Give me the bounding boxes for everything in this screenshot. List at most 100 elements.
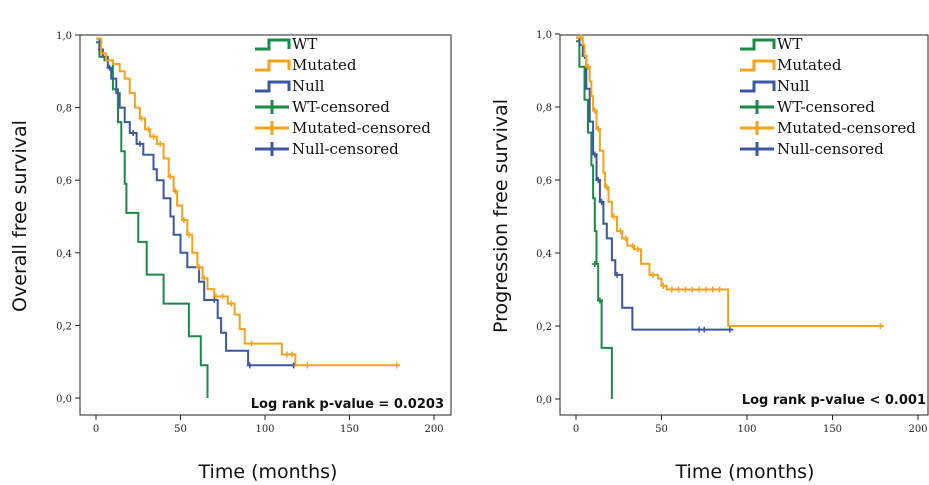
legend-item: WT — [255, 35, 317, 53]
y-tick-label: 0,0 — [56, 394, 72, 405]
legend-swatch-wt — [740, 38, 776, 51]
y-tick-label: 0,8 — [536, 103, 552, 114]
censor-mark-mutated — [595, 125, 602, 132]
censor-mark-mutated — [196, 264, 203, 271]
censor-mark-mutated — [584, 63, 591, 70]
y-axis-title: Overall free survival — [9, 120, 31, 312]
censor-mark-mutated — [617, 228, 624, 235]
y-tick-label: 0,4 — [536, 249, 552, 260]
censor-mark-null — [696, 326, 703, 333]
censor-mark-mutated — [610, 213, 617, 220]
legend-swatch-mutated-censored — [740, 121, 774, 135]
censor-mark-mutated — [696, 286, 703, 293]
series-line-null — [576, 36, 734, 331]
series-line-wt — [96, 41, 209, 398]
legend-item: Null — [255, 77, 325, 95]
log-rank-annotation: Log rank p-value < 0.001 — [742, 393, 926, 408]
y-axis-title: Progression free survival — [490, 99, 512, 333]
censor-mark-mutated — [622, 235, 629, 242]
censor-mark-mutated — [649, 271, 656, 278]
legend-item: WT — [740, 35, 802, 53]
legend-label: WT — [292, 35, 317, 53]
progression-free-survival-chart: Time (months) Progression free survival … — [490, 30, 929, 483]
x-tick-label: 50 — [174, 424, 187, 435]
censor-mark-mutated — [682, 286, 689, 293]
log-rank-annotation: Log rank p-value = 0.0203 — [251, 397, 444, 412]
series-line-mutated — [96, 37, 401, 367]
plot-frame — [559, 34, 929, 416]
censor-mark-mutated — [591, 107, 598, 114]
legend-swatch-null — [255, 80, 291, 93]
censor-mark-mutated — [289, 351, 296, 358]
censor-mark-mutated — [228, 300, 235, 307]
censor-mark-mutated — [709, 286, 716, 293]
legend-label: WT — [777, 35, 802, 53]
censor-mark-mutated — [157, 140, 164, 147]
x-tick-label: 50 — [655, 424, 668, 435]
censor-mark-mutated — [167, 173, 174, 180]
legend-label: Null — [292, 77, 325, 95]
legend-swatch-mutated-censored — [255, 121, 289, 135]
censor-mark-mutated — [702, 286, 709, 293]
censor-mark-mutated — [172, 188, 179, 195]
x-tick-label: 150 — [340, 424, 359, 435]
censor-mark-mutated — [603, 184, 610, 191]
censor-mark-mutated — [185, 231, 192, 238]
legend-swatch-wt-censored — [255, 100, 289, 114]
legend-swatch-mutated — [255, 59, 291, 72]
y-tick-label: 0,2 — [56, 321, 72, 332]
censor-mark-mutated — [219, 293, 226, 300]
censor-mark-mutated — [180, 217, 187, 224]
x-axis-title: Time (months) — [675, 461, 815, 483]
censor-mark-mutated — [660, 282, 667, 289]
y-tick-label: 0,2 — [536, 322, 552, 333]
legend-label: Null — [777, 77, 810, 95]
x-tick-label: 100 — [255, 424, 274, 435]
legend-item: Null-censored — [255, 140, 399, 158]
censor-mark-mutated — [283, 351, 290, 358]
censor-mark-null — [130, 130, 137, 137]
y-tick-label: 0,6 — [56, 176, 72, 187]
censor-mark-mutated — [689, 286, 696, 293]
series-line-wt — [576, 40, 613, 399]
overall-survival-chart: Time (months) Overall free survival Log … — [9, 31, 452, 483]
legend-swatch-wt-censored — [740, 100, 774, 114]
y-tick-label: 0,0 — [536, 395, 552, 406]
x-tick-label: 0 — [93, 424, 99, 435]
censor-mark-mutated — [201, 275, 208, 282]
censor-mark-mutated — [138, 115, 145, 122]
legend-label: Mutated-censored — [292, 119, 431, 137]
censor-mark-wt — [591, 260, 598, 267]
censor-mark-mutated — [212, 293, 219, 300]
censor-mark-mutated — [150, 133, 157, 140]
legend-item: Mutated-censored — [740, 119, 916, 137]
legend-item: Mutated — [255, 56, 357, 74]
legend-label: Mutated — [292, 56, 357, 74]
series-line-null — [96, 37, 296, 367]
legend-item: WT-censored — [740, 98, 875, 116]
legend-item: Null — [740, 77, 810, 95]
legend-item: WT-censored — [255, 98, 390, 116]
legend-swatch-mutated — [740, 59, 776, 72]
censor-mark-mutated — [716, 286, 723, 293]
legend-item: Null-censored — [740, 140, 884, 158]
y-tick-label: 0,4 — [56, 249, 72, 260]
censor-mark-mutated — [629, 242, 636, 249]
censor-mark-mutated — [668, 286, 675, 293]
y-tick-label: 1,0 — [536, 30, 552, 41]
x-tick-label: 150 — [823, 424, 842, 435]
censor-mark-mutated — [145, 126, 152, 133]
legend-label: WT-censored — [777, 98, 875, 116]
legend-label: Null-censored — [777, 140, 884, 158]
censor-mark-null — [211, 296, 218, 303]
legend-label: Mutated-censored — [777, 119, 916, 137]
legend-swatch-null-censored — [255, 142, 289, 156]
censor-mark-null — [246, 362, 253, 369]
legend-swatch-wt — [255, 38, 291, 51]
censor-mark-mutated — [393, 362, 400, 369]
censor-mark-null — [598, 198, 605, 205]
y-tick-label: 0,8 — [56, 104, 72, 115]
censor-mark-mutated — [304, 362, 311, 369]
censor-mark-null — [726, 326, 733, 333]
